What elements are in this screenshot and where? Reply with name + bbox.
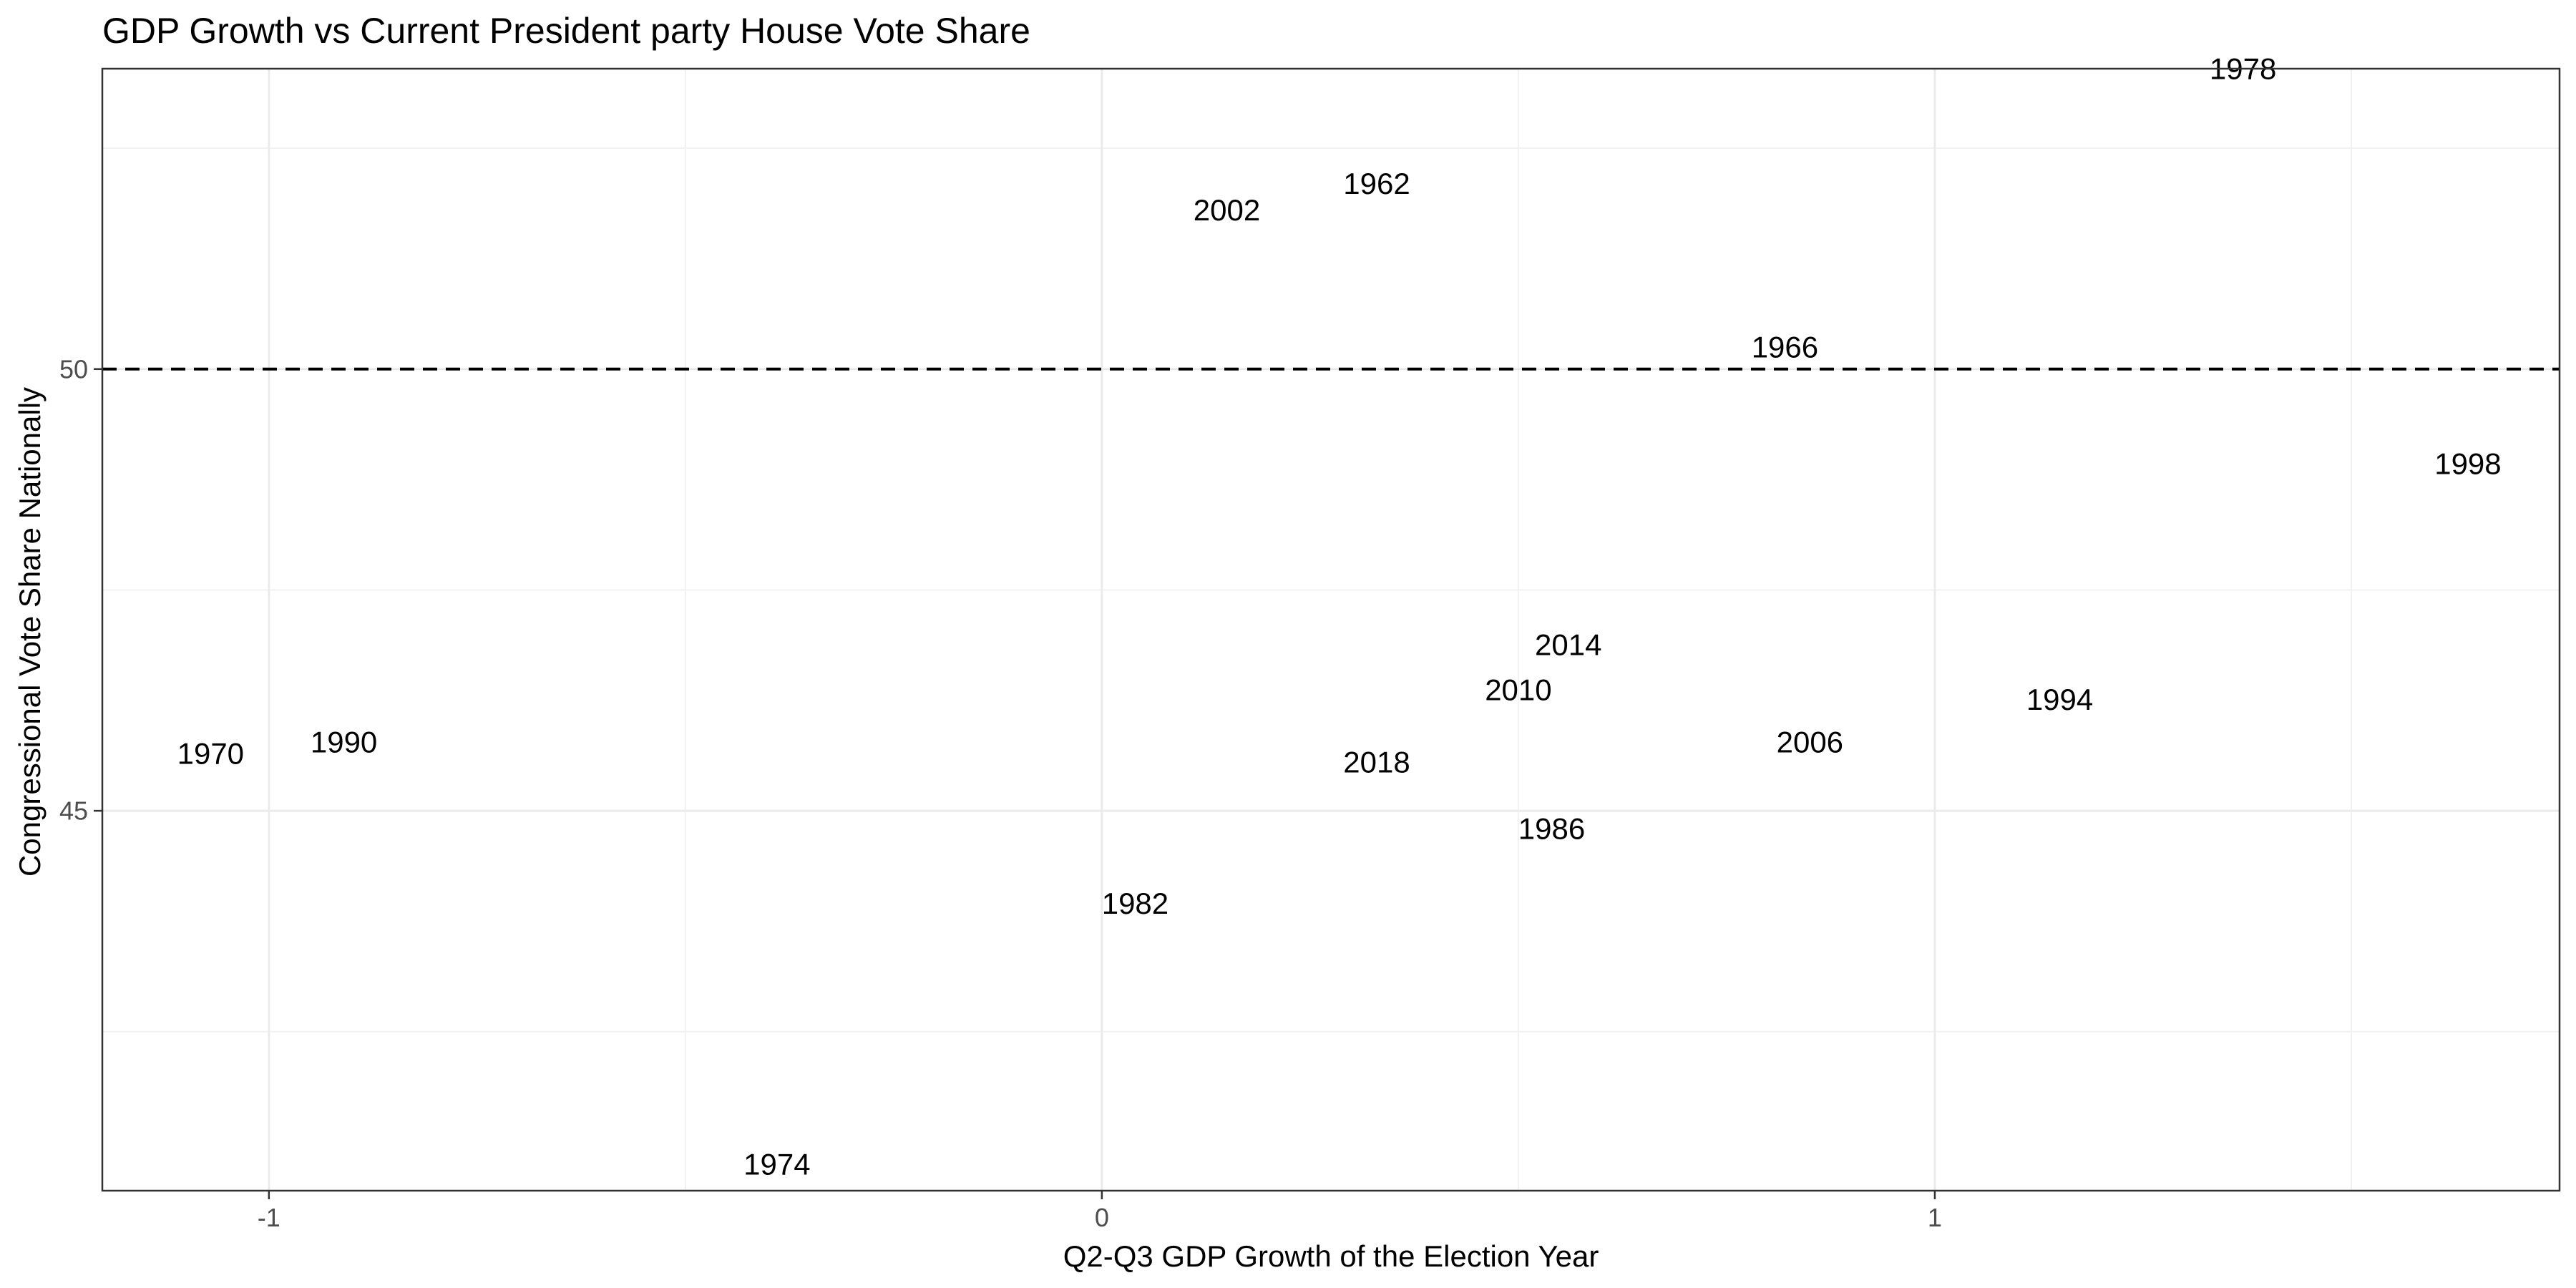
x-tick-label: 0 — [1095, 1203, 1109, 1232]
point-label: 1970 — [177, 736, 244, 770]
x-tick-label: 1 — [1928, 1203, 1942, 1232]
point-label: 1974 — [743, 1147, 810, 1181]
point-label: 1982 — [1102, 887, 1169, 920]
y-tick-label: 45 — [59, 796, 88, 826]
point-label: 1986 — [1518, 811, 1585, 845]
point-label: 2018 — [1343, 746, 1410, 779]
chart-title: GDP Growth vs Current President party Ho… — [102, 11, 1030, 51]
point-label: 2014 — [1535, 628, 1601, 661]
minor-gridlines — [102, 69, 2560, 1191]
y-axis-title: Congressional Vote Share Nationally — [13, 387, 47, 877]
point-label: 1962 — [1343, 167, 1410, 200]
y-tick-label: 50 — [59, 354, 88, 384]
y-axis-ticks: 45 50 — [59, 354, 102, 826]
point-label: 2010 — [1485, 673, 1551, 706]
x-axis-ticks: -1 0 1 — [258, 1191, 1942, 1232]
x-axis-title: Q2-Q3 GDP Growth of the Election Year — [1063, 1239, 1599, 1273]
plot-panel-border — [101, 67, 2561, 1192]
point-label: 1966 — [1752, 330, 1818, 364]
point-label: 2006 — [1777, 725, 1843, 758]
point-label: 1998 — [2434, 447, 2501, 480]
point-label: 2002 — [1194, 193, 1260, 227]
point-labels: 1962196619701974197819821986199019941998… — [177, 52, 2502, 1181]
point-label: 1994 — [2026, 683, 2093, 716]
point-label: 1990 — [311, 725, 377, 758]
x-tick-label: -1 — [258, 1203, 280, 1232]
